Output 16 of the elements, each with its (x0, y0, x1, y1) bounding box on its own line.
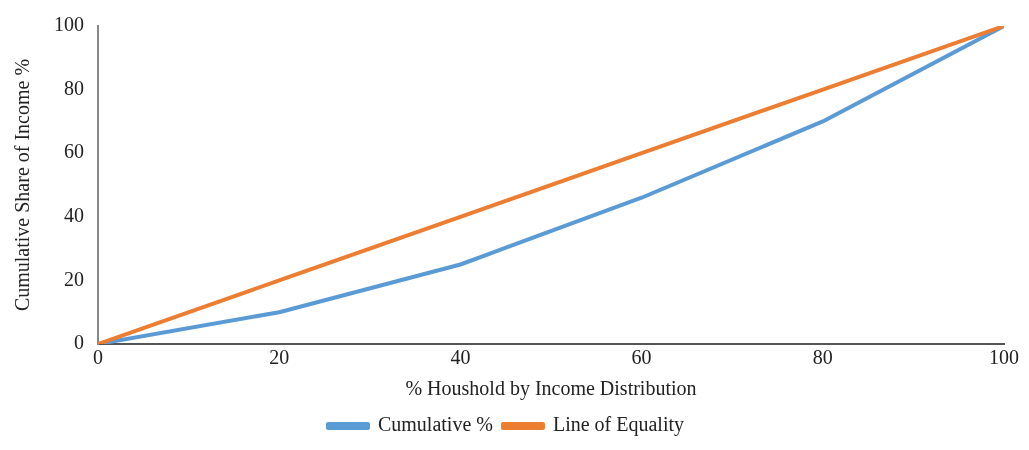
y-axis-title: Cumulative Share of Income % (11, 58, 34, 312)
x-tick-label: 0 (93, 346, 103, 369)
legend-label: Line of Equality (552, 413, 685, 437)
y-tick-label: 80 (64, 76, 84, 99)
y-tick-label: 100 (54, 13, 84, 36)
x-axis-title: % Houshold by Income Distribution (405, 377, 697, 401)
x-tick-label: 20 (269, 346, 290, 369)
x-tick-label: 80 (812, 346, 833, 369)
y-tick-label: 20 (64, 267, 84, 290)
x-tick-label: 60 (631, 346, 652, 369)
x-tick-label: 100 (989, 346, 1019, 369)
y-tick-label: 0 (74, 331, 84, 354)
x-tick-label: 40 (450, 346, 471, 369)
y-tick-label: 40 (64, 204, 84, 227)
y-tick-label: 60 (64, 140, 84, 163)
legend-label: Cumulative % (377, 413, 493, 436)
